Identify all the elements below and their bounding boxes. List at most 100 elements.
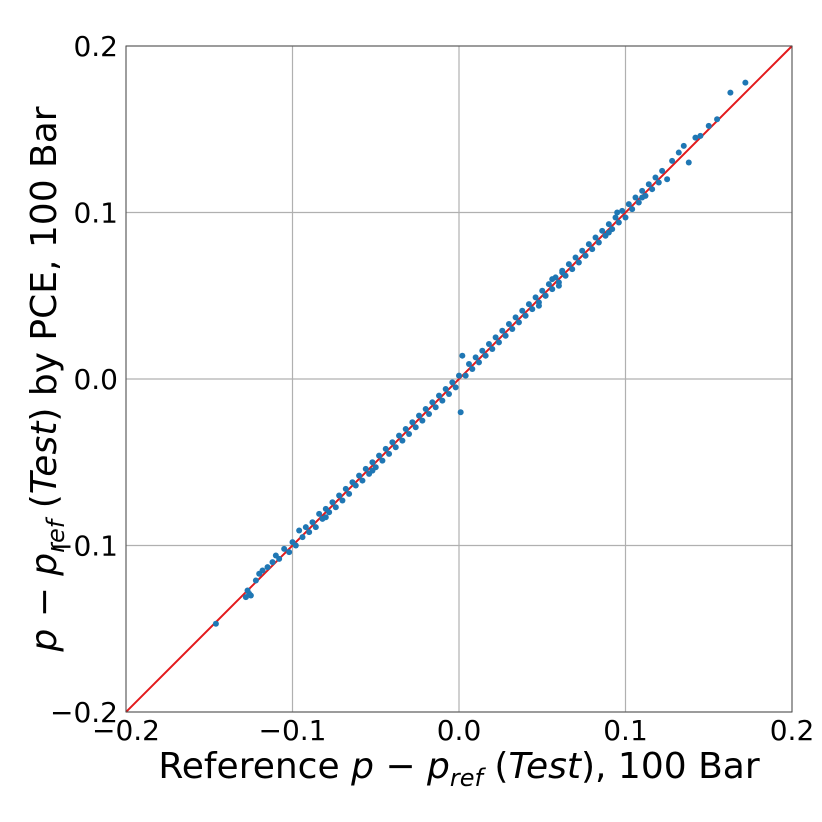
data-point — [639, 187, 646, 194]
data-point — [359, 477, 366, 484]
data-point — [369, 459, 376, 466]
data-point — [247, 592, 254, 599]
data-point — [399, 437, 406, 444]
data-point — [336, 492, 343, 499]
data-point — [499, 327, 506, 334]
x-axis-label: Reference p − pref (Test), 100 Bar — [158, 746, 760, 792]
data-point — [332, 504, 339, 511]
data-point — [495, 339, 502, 346]
data-point — [392, 444, 399, 451]
data-point — [382, 445, 389, 452]
x-tick-label: −0.2 — [92, 714, 160, 747]
plot-frame — [125, 45, 793, 713]
data-point — [449, 379, 456, 386]
data-point — [252, 577, 259, 584]
data-point — [509, 326, 516, 333]
x-label-var: p — [350, 746, 374, 787]
x-label-paren-close: ), 100 Bar — [581, 746, 760, 787]
data-point — [409, 419, 416, 426]
data-point — [309, 519, 316, 526]
data-point — [322, 514, 329, 521]
data-point — [655, 179, 662, 186]
data-point — [452, 384, 459, 391]
data-point — [376, 452, 383, 459]
data-point — [281, 545, 288, 552]
data-point — [416, 412, 423, 419]
data-point — [299, 534, 306, 541]
data-point — [256, 570, 263, 577]
data-point — [489, 346, 496, 353]
data-point — [585, 241, 592, 248]
y-tick-label: −0.1 — [50, 530, 118, 563]
data-point — [316, 510, 323, 517]
data-point — [515, 319, 522, 326]
reference-line-layer — [125, 45, 793, 713]
data-point — [645, 181, 652, 188]
data-point — [742, 79, 749, 86]
data-point — [545, 281, 552, 288]
data-point — [439, 397, 446, 404]
data-point — [276, 555, 283, 562]
data-point — [442, 385, 449, 392]
data-point — [605, 221, 612, 228]
data-point — [539, 287, 546, 294]
data-point — [419, 417, 426, 424]
x-label-prefix: Reference — [158, 746, 351, 787]
y-label-italic-word: Test — [24, 420, 65, 494]
data-point — [475, 359, 482, 366]
data-point — [306, 529, 313, 536]
data-point — [264, 564, 271, 571]
data-point — [555, 282, 562, 289]
data-point — [705, 122, 712, 129]
points — [212, 79, 749, 627]
data-point — [605, 229, 612, 236]
data-point — [680, 142, 687, 149]
data-point — [575, 259, 582, 266]
data-point — [326, 509, 333, 516]
data-point — [479, 347, 486, 354]
data-point — [492, 334, 499, 341]
data-point — [664, 176, 671, 183]
data-point — [465, 361, 472, 368]
data-point — [592, 234, 599, 241]
data-point — [472, 354, 479, 361]
data-point — [329, 499, 336, 506]
x-label-paren-open: ( — [483, 746, 509, 787]
data-point — [406, 430, 413, 437]
y-label-paren-close: ) by PCE, 100 Bar — [24, 106, 65, 421]
data-point — [389, 439, 396, 446]
x-tick-label: 0.1 — [603, 714, 648, 747]
data-point — [614, 209, 621, 216]
data-point — [469, 366, 476, 373]
y-tick-label: −0.2 — [50, 696, 118, 729]
data-point — [485, 341, 492, 348]
data-point — [457, 409, 464, 416]
data-point — [652, 174, 659, 181]
data-point — [459, 352, 466, 359]
data-point — [532, 294, 539, 301]
data-point — [619, 207, 626, 214]
data-point — [579, 247, 586, 254]
data-point — [432, 404, 439, 411]
data-point — [446, 390, 453, 397]
data-point — [362, 465, 369, 472]
x-tick-labels: −0.2 −0.1 0.0 0.1 0.2 — [92, 714, 814, 747]
data-point — [519, 307, 526, 314]
data-point — [502, 332, 509, 339]
data-point — [675, 149, 682, 156]
x-label-var2: p — [426, 746, 450, 787]
data-point — [565, 261, 572, 268]
data-point — [572, 254, 579, 261]
data-point — [412, 424, 419, 431]
data-point — [436, 392, 443, 399]
data-point — [342, 485, 349, 492]
data-point — [559, 269, 566, 276]
data-point — [312, 524, 319, 531]
data-point — [402, 425, 409, 432]
data-point — [549, 286, 556, 293]
data-point — [396, 432, 403, 439]
data-point — [639, 194, 646, 201]
data-point — [727, 89, 734, 96]
data-point — [482, 352, 489, 359]
data-point — [549, 276, 556, 283]
